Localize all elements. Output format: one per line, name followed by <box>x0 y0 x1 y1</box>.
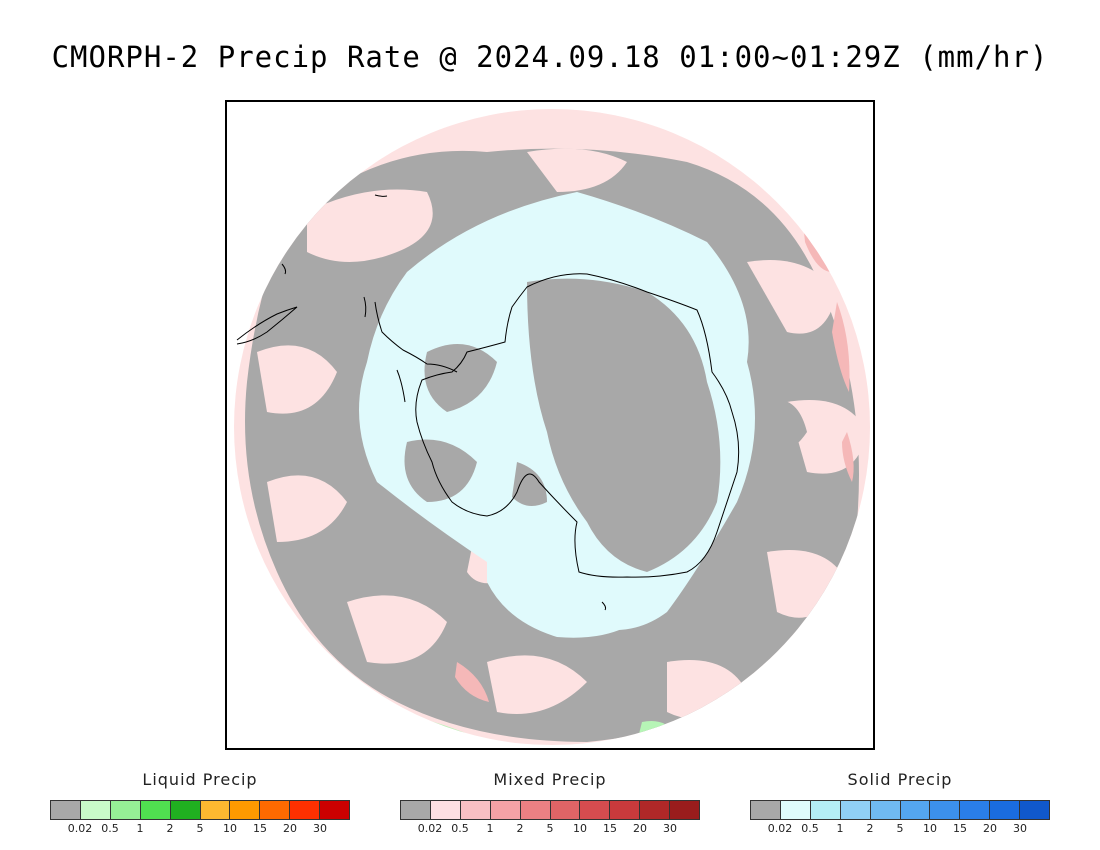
legend-tick-label: 0.5 <box>451 822 469 835</box>
legend-swatch <box>520 801 551 819</box>
legend-tick-label: 1 <box>136 822 144 835</box>
liquid-precip-legend: Liquid Precip 0.02 0.5 1 2 5 10 15 20 30 <box>50 770 350 836</box>
legend-swatch <box>430 801 461 819</box>
legend-swatch <box>460 801 491 819</box>
legend-swatch <box>870 801 901 819</box>
legend-swatch <box>580 801 611 819</box>
legend-title: Mixed Precip <box>493 770 607 789</box>
legend-swatch <box>80 801 111 819</box>
legend-tick-label: 2 <box>166 822 174 835</box>
legend-tick-label: 0.5 <box>101 822 119 835</box>
mixed-precip-legend: Mixed Precip 0.02 0.5 1 2 5 10 15 20 30 <box>400 770 700 836</box>
precip-field <box>234 109 870 745</box>
antarctica-coastline <box>415 273 740 578</box>
legend-swatch <box>780 801 811 819</box>
legend-title: Solid Precip <box>847 770 953 789</box>
legend-swatch <box>401 801 431 819</box>
legend-tick-label: 15 <box>603 822 617 835</box>
legend-swatch <box>751 801 781 819</box>
legend-tick-label: 15 <box>253 822 267 835</box>
legend-tick-label: 5 <box>196 822 204 835</box>
legend-swatch <box>960 801 991 819</box>
legend-tick-label: 20 <box>283 822 297 835</box>
legend-tick-label: 0.02 <box>767 822 793 835</box>
antarctic-peninsula-coastline <box>374 301 458 403</box>
legend-tick-label: 30 <box>1013 822 1027 835</box>
legend-swatch <box>110 801 141 819</box>
legend-tick-label: 0.02 <box>417 822 443 835</box>
legend-tick-label: 30 <box>313 822 327 835</box>
legend-title: Liquid Precip <box>142 770 258 789</box>
color-scale <box>750 800 1050 820</box>
color-scale <box>50 800 350 820</box>
mixed-precip-patches <box>257 148 867 719</box>
legend-swatch <box>810 801 841 819</box>
legend-swatch <box>640 801 671 819</box>
legend-swatch <box>140 801 171 819</box>
south-america-coastline <box>236 306 298 345</box>
legend-tick-label: 30 <box>663 822 677 835</box>
legend-tick-label: 0.02 <box>67 822 93 835</box>
legend-swatch <box>840 801 871 819</box>
polar-precip-map <box>225 100 875 750</box>
legend-swatch <box>550 801 581 819</box>
legend-tick-label: 15 <box>953 822 967 835</box>
legend-swatch <box>1020 801 1050 819</box>
map-canvas <box>234 109 870 745</box>
legend-swatch <box>170 801 201 819</box>
legend-tick-label: 2 <box>866 822 874 835</box>
legend-swatch <box>490 801 521 819</box>
solid-precip-legend: Solid Precip 0.02 0.5 1 2 5 10 15 20 30 <box>750 770 1050 836</box>
legend-swatch <box>610 801 641 819</box>
tick-labels: 0.02 0.5 1 2 5 10 15 20 30 <box>50 822 350 836</box>
legend-tick-label: 20 <box>633 822 647 835</box>
tick-labels: 0.02 0.5 1 2 5 10 15 20 30 <box>750 822 1050 836</box>
legend-tick-label: 1 <box>836 822 844 835</box>
legend-tick-label: 10 <box>573 822 587 835</box>
legend-swatch <box>200 801 231 819</box>
legend-tick-label: 0.5 <box>801 822 819 835</box>
legend-swatch <box>230 801 261 819</box>
legend-swatch <box>290 801 321 819</box>
legend-tick-label: 10 <box>923 822 937 835</box>
legend-swatch <box>670 801 700 819</box>
legend-swatch <box>990 801 1021 819</box>
continent-no-precip <box>404 278 807 572</box>
legend-tick-label: 2 <box>516 822 524 835</box>
legend-swatch <box>900 801 931 819</box>
legend-tick-label: 5 <box>546 822 554 835</box>
island-coastlines <box>281 194 607 611</box>
map-title: CMORPH-2 Precip Rate @ 2024.09.18 01:00~… <box>51 40 1049 74</box>
legend-swatch <box>930 801 961 819</box>
tick-labels: 0.02 0.5 1 2 5 10 15 20 30 <box>400 822 700 836</box>
legend-swatch <box>51 801 81 819</box>
color-scale <box>400 800 700 820</box>
legend-swatch <box>260 801 291 819</box>
legend-tick-label: 1 <box>486 822 494 835</box>
legend-tick-label: 5 <box>896 822 904 835</box>
legend-tick-label: 20 <box>983 822 997 835</box>
legend-tick-label: 10 <box>223 822 237 835</box>
legend-swatch <box>320 801 350 819</box>
